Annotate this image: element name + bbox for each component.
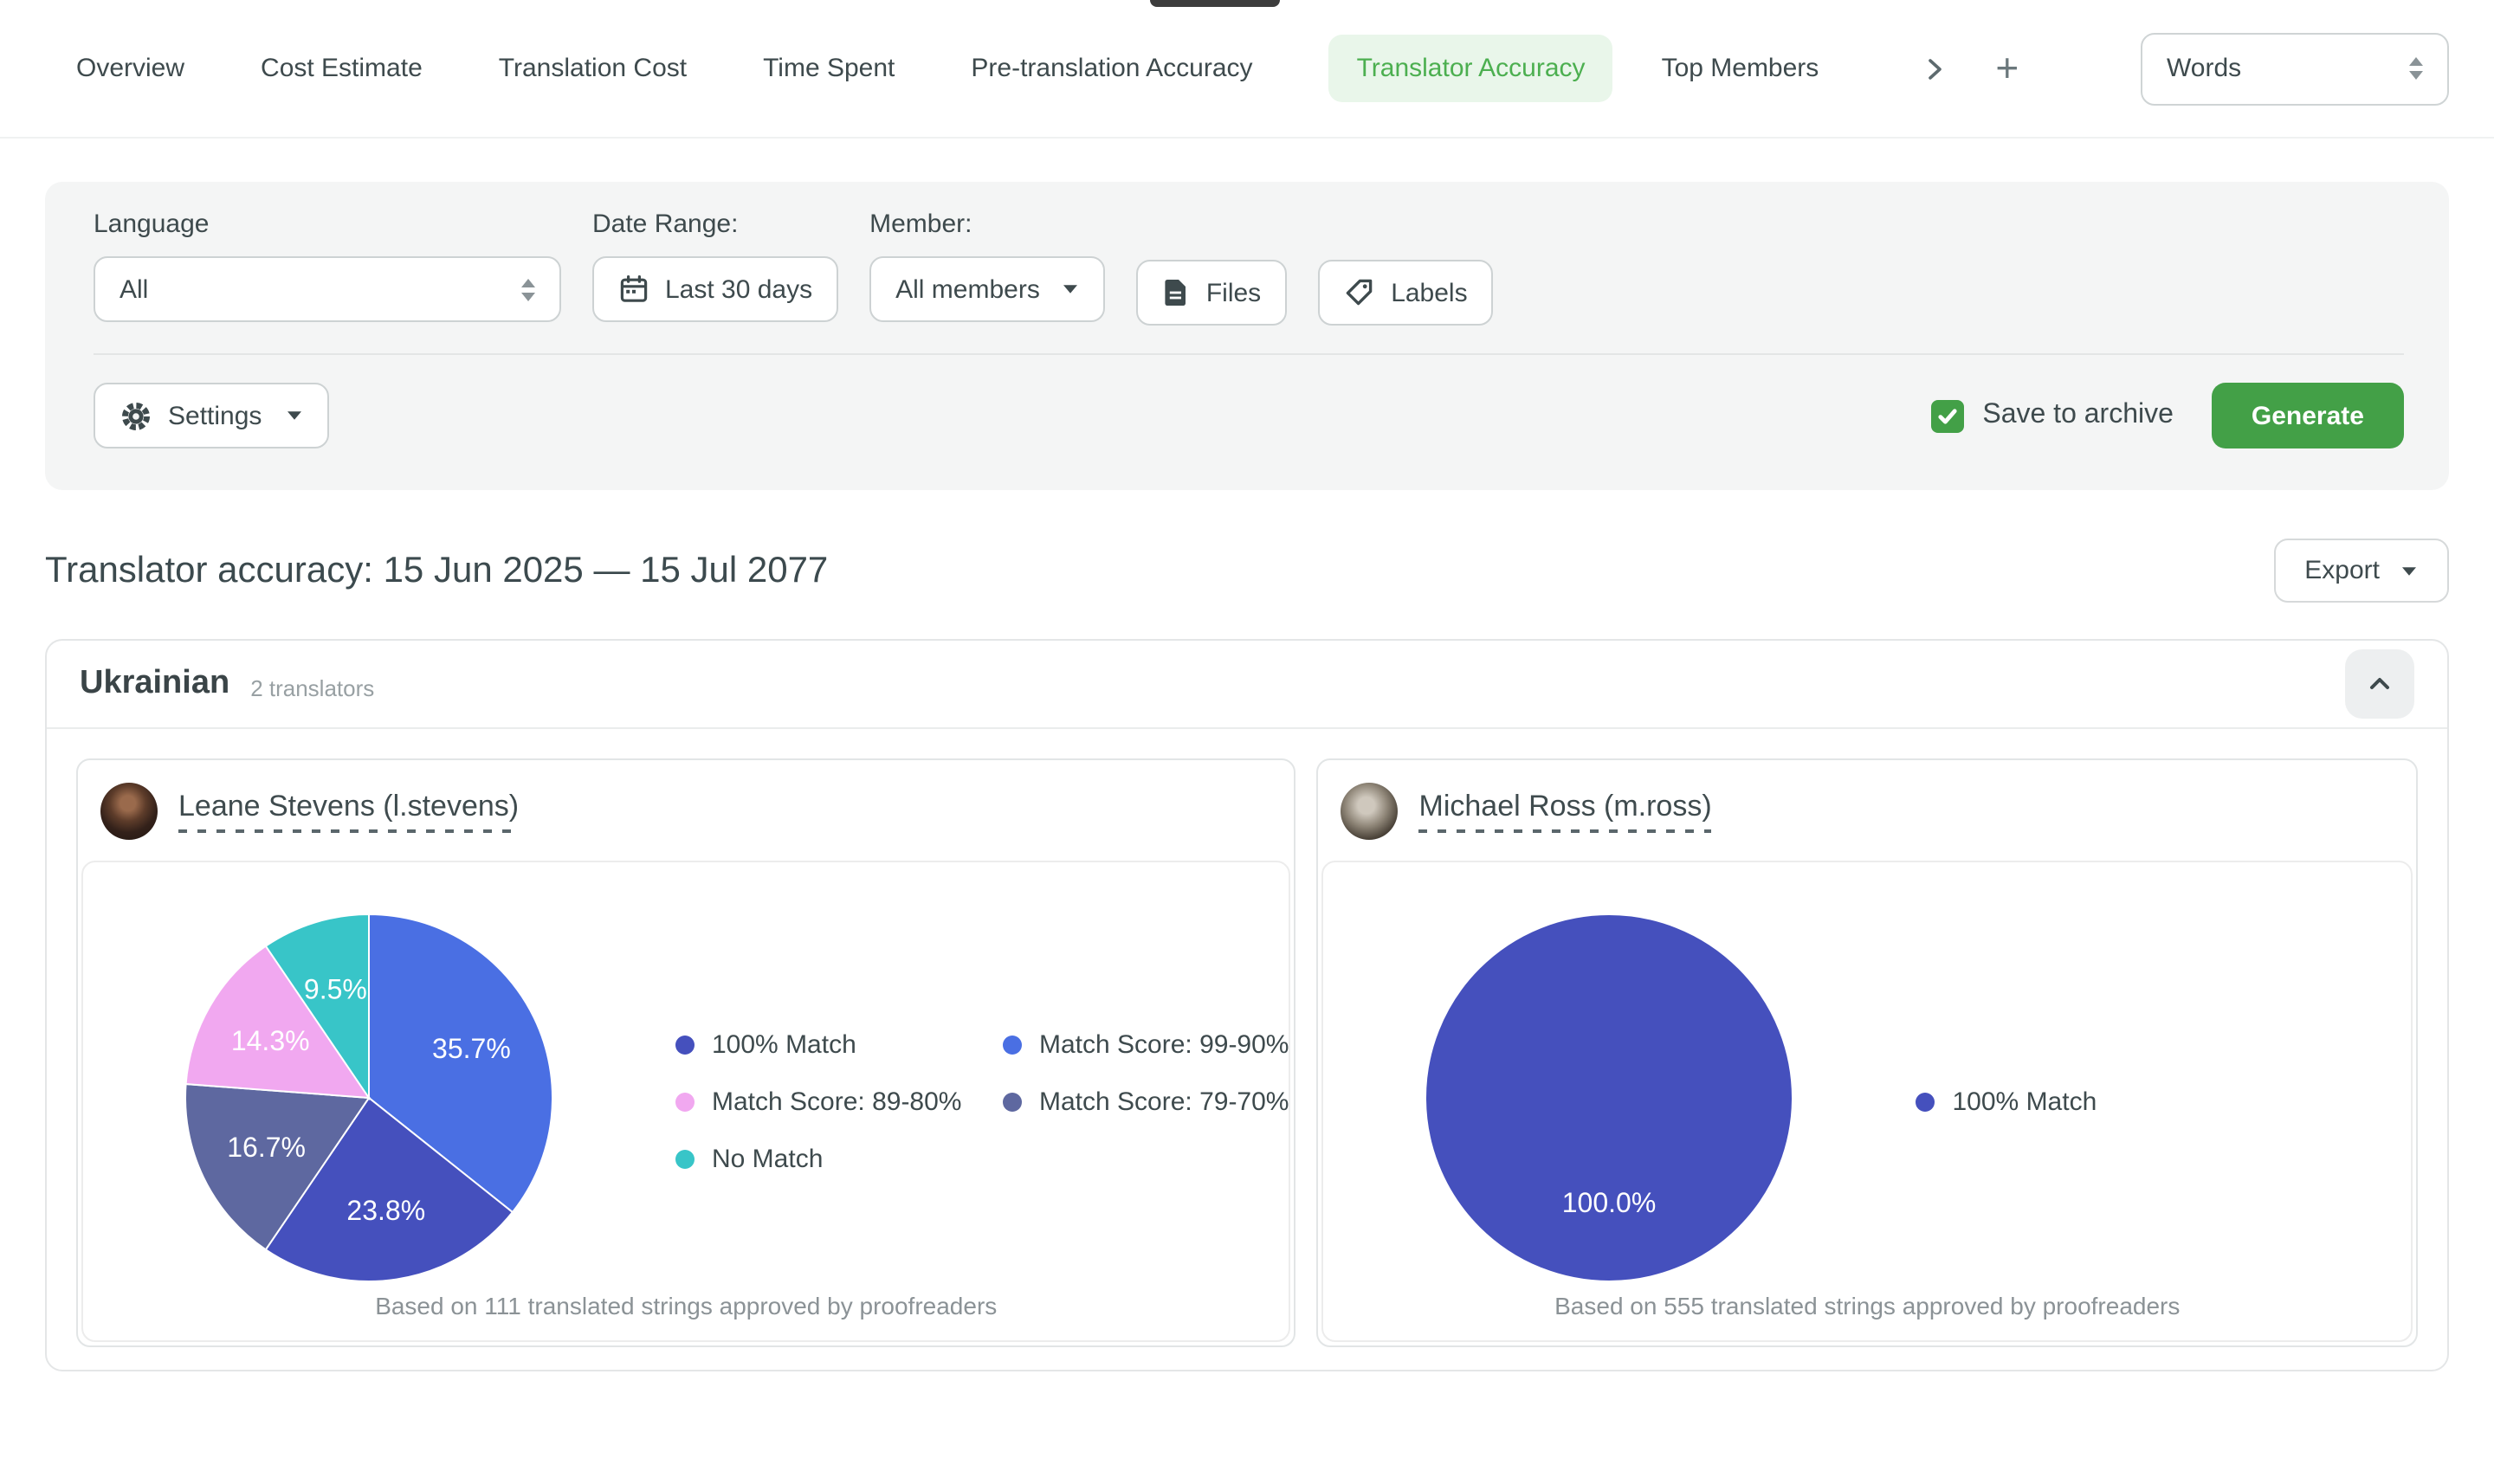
legend-dot-icon: [675, 1092, 695, 1111]
tab-time-spent[interactable]: Time Spent: [763, 54, 895, 83]
legend-label: Match Score: 79-70%: [1039, 1087, 1289, 1116]
legend-dot-icon: [675, 1035, 695, 1054]
unit-select-value: Words: [2167, 54, 2242, 83]
calendar-icon: [620, 274, 648, 302]
pie-slice: [184, 944, 371, 1099]
legend-dot-icon: [1003, 1035, 1022, 1054]
settings-label: Settings: [168, 401, 262, 430]
avatar: [100, 782, 158, 839]
tab-pre-translation-accuracy[interactable]: Pre-translation Accuracy: [971, 54, 1253, 83]
language-title: Ukrainian: [80, 665, 230, 701]
date-range-button[interactable]: Last 30 days: [592, 256, 839, 322]
legend-dot-icon: [1003, 1092, 1022, 1111]
legend-label: No Match: [712, 1144, 824, 1173]
tab-top-members[interactable]: Top Members: [1661, 54, 1819, 83]
caret-down-icon: [1063, 285, 1078, 294]
pie-slice-label: 23.8%: [346, 1194, 425, 1225]
chevron-up-icon: [2370, 678, 2389, 689]
language-label: Language: [94, 210, 210, 239]
filter-divider: [94, 353, 2404, 355]
generate-button[interactable]: Generate: [2211, 383, 2404, 448]
language-select-value: All: [120, 274, 149, 304]
window-handle-bar: [1150, 0, 1280, 7]
pie-slice: [184, 1081, 371, 1250]
pie-slice: [264, 1095, 514, 1281]
pie-slice-label: 35.7%: [432, 1032, 511, 1063]
export-label: Export: [2304, 556, 2380, 585]
check-icon: [1937, 408, 1956, 423]
translators-count: 2 translators: [250, 674, 375, 700]
settings-button[interactable]: Settings: [94, 383, 330, 448]
legend-label: Match Score: 89-80%: [712, 1087, 962, 1116]
pie-chart: 100.0%: [1425, 912, 1795, 1291]
save-to-archive-checkbox[interactable]: [1930, 399, 1964, 432]
legend-item: 100% Match: [675, 1029, 1003, 1059]
collapse-section-button[interactable]: [2345, 649, 2414, 719]
labels-filter-label: Labels: [1391, 278, 1468, 307]
member-label: Member:: [869, 210, 972, 239]
unit-select[interactable]: Words: [2141, 32, 2449, 105]
file-icon: [1166, 280, 1186, 306]
member-dropdown-value: All members: [895, 274, 1040, 304]
legend-item: Match Score: 99-90%: [1003, 1029, 1289, 1059]
export-button[interactable]: Export: [2273, 539, 2449, 603]
avatar: [1341, 782, 1399, 839]
date-range-label: Date Range:: [592, 210, 739, 239]
legend-item: 100% Match: [1916, 1087, 2097, 1116]
legend-label: 100% Match: [712, 1029, 856, 1059]
select-arrows-icon: [521, 278, 535, 300]
save-to-archive-option[interactable]: Save to archive: [1930, 399, 2174, 432]
pie-slice: [368, 912, 553, 1213]
legend-item: Match Score: 89-80%: [675, 1087, 1003, 1116]
legend-dot-icon: [1916, 1092, 1935, 1111]
page-title: Translator accuracy: 15 Jun 2025 — 15 Ju…: [45, 550, 829, 590]
language-section-ukrainian: Ukrainian 2 translators Leane Stevens (l…: [45, 639, 2449, 1371]
member-dropdown[interactable]: All members: [869, 256, 1106, 322]
tab-translator-accuracy[interactable]: Translator Accuracy: [1328, 35, 1613, 102]
tab-cost-estimate[interactable]: Cost Estimate: [261, 54, 423, 83]
translator-panel-leane-stevens: Leane Stevens (l.stevens) 35.7% 23.8% 16.7…: [76, 758, 1296, 1347]
pie-slice-label: 14.3%: [231, 1024, 310, 1055]
select-arrows-icon: [2409, 57, 2423, 80]
caret-down-icon: [288, 411, 302, 420]
files-filter-label: Files: [1205, 278, 1262, 307]
accuracy-chart-area: 100.0% 100% Match Based on 555 translate…: [1321, 861, 2413, 1342]
save-to-archive-label: Save to archive: [1982, 400, 2174, 429]
labels-filter-button[interactable]: Labels: [1318, 260, 1494, 326]
chart-note: Based on 111 translated strings approved…: [375, 1292, 998, 1319]
gear-icon: [121, 401, 151, 430]
pie-slice-label: 100.0%: [1562, 1186, 1657, 1217]
translator-name-link[interactable]: Leane Stevens (l.stevens): [178, 789, 520, 832]
chart-note: Based on 555 translated strings approved…: [1554, 1292, 2181, 1319]
files-filter-button[interactable]: Files: [1136, 260, 1288, 326]
pie-chart: 35.7% 23.8% 16.7% 14.3% 9.5%: [184, 912, 554, 1291]
report-tabs: Overview Cost Estimate Translation Cost …: [0, 0, 2494, 139]
legend-label: 100% Match: [1952, 1087, 2097, 1116]
legend-item: No Match: [675, 1144, 1003, 1173]
pie-slice-label: 16.7%: [227, 1131, 306, 1162]
language-select[interactable]: All: [94, 256, 561, 322]
tab-translation-cost[interactable]: Translation Cost: [498, 54, 688, 83]
pie-slice-label: 9.5%: [304, 972, 367, 1003]
legend-item: Match Score: 79-70%: [1003, 1087, 1289, 1116]
legend-label: Match Score: 99-90%: [1039, 1029, 1289, 1059]
more-tabs-chevron-icon[interactable]: [1919, 53, 1950, 84]
caret-down-icon: [2402, 566, 2416, 575]
legend-dot-icon: [675, 1149, 695, 1168]
accuracy-chart-area: 35.7% 23.8% 16.7% 14.3% 9.5% 100% Match Match…: [81, 861, 1291, 1342]
translator-name-link[interactable]: Michael Ross (m.ross): [1418, 789, 1712, 832]
translator-panel-michael-ross: Michael Ross (m.ross) 100.0% 100% Match …: [1316, 758, 2418, 1347]
tab-overview[interactable]: Overview: [76, 54, 185, 83]
pie-slice: [264, 912, 370, 1100]
tag-icon: [1346, 279, 1373, 306]
add-report-button[interactable]: +: [1995, 45, 2019, 90]
date-range-value: Last 30 days: [665, 274, 813, 304]
chart-legend: 100% Match Match Score: 99-90% Match Score…: [675, 1029, 1289, 1173]
report-filter-panel: Language All Date Range: Last 30: [45, 182, 2449, 490]
language-section-header: Ukrainian 2 translators: [47, 641, 2447, 729]
chart-legend: 100% Match: [1916, 1087, 2097, 1116]
pie-slice: [1425, 913, 1794, 1281]
